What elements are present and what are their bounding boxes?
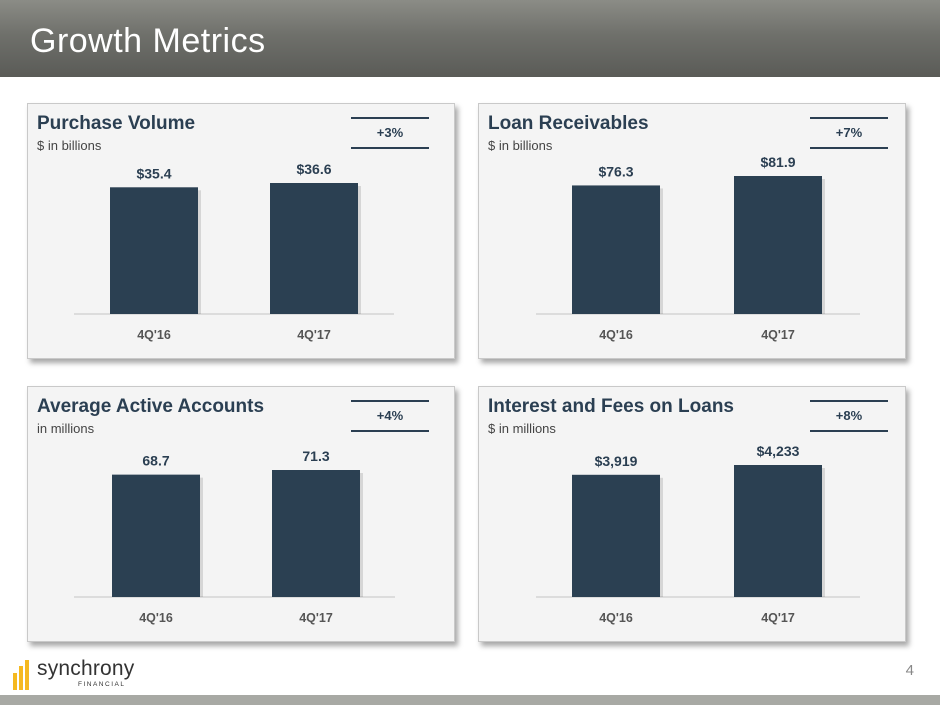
bar-chart: 68.7 4Q'16 71.3 4Q'17 [74, 448, 395, 625]
chart-panel-loan-receivables: Loan Receivables $ in billions +7% $76.3… [478, 103, 906, 359]
synchrony-logo-icon [13, 660, 29, 690]
category-label: 4Q'17 [761, 328, 795, 342]
chart-title: Loan Receivables [488, 113, 649, 134]
chart-panel-purchase-volume: Purchase Volume $ in billions +3% $35.4 4… [27, 103, 455, 359]
data-label: 68.7 [142, 453, 169, 469]
data-label: $36.6 [296, 161, 331, 177]
category-label: 4Q'17 [761, 611, 795, 625]
bar-0 [572, 185, 660, 314]
category-label: 4Q'16 [599, 611, 633, 625]
page-number: 4 [905, 662, 914, 679]
bar-chart: $35.4 4Q'16 $36.6 4Q'17 [74, 161, 394, 342]
logo-subtext: FINANCIAL [78, 681, 126, 688]
data-label: $76.3 [598, 163, 633, 179]
bar-chart: $3,919 4Q'16 $4,233 4Q'17 [536, 443, 860, 625]
category-label: 4Q'16 [139, 611, 173, 625]
bar-1 [270, 183, 358, 314]
page-title: Growth Metrics [30, 22, 266, 60]
chart-title: Interest and Fees on Loans [488, 396, 734, 417]
bar-1 [734, 465, 822, 597]
growth-badge: +4% [351, 400, 429, 432]
growth-badge: +3% [351, 117, 429, 149]
category-label: 4Q'16 [599, 328, 633, 342]
category-label: 4Q'17 [297, 328, 331, 342]
chart-title: Purchase Volume [37, 113, 196, 134]
chart-title: Average Active Accounts [37, 396, 265, 417]
title-bar: Growth Metrics [0, 0, 940, 77]
bar-0 [572, 474, 660, 597]
bar-chart: $76.3 4Q'16 $81.9 4Q'17 [536, 154, 860, 342]
logo-wordmark: synchrony [37, 657, 135, 680]
chart-subtitle: $ in billions [37, 138, 102, 153]
data-label: $4,233 [757, 443, 800, 459]
category-label: 4Q'16 [137, 328, 171, 342]
data-label: $3,919 [595, 453, 638, 469]
bar-0 [112, 474, 200, 597]
chart-panel-average-active-accounts: Average Active Accounts in millions +4% … [27, 386, 455, 642]
footer-bar [0, 695, 940, 705]
data-label: $81.9 [760, 154, 795, 170]
chart-subtitle: $ in billions [488, 138, 553, 153]
bar-0 [110, 187, 198, 314]
data-label: 71.3 [302, 448, 329, 464]
synchrony-logo: synchrony FINANCIAL [12, 657, 134, 695]
chart-panel-interest-and-fees: Interest and Fees on Loans $ in millions… [478, 386, 906, 642]
growth-badge: +7% [810, 117, 888, 149]
bar-1 [734, 176, 822, 314]
chart-subtitle: in millions [37, 421, 95, 436]
growth-badge: +8% [810, 400, 888, 432]
bar-1 [272, 470, 360, 597]
category-label: 4Q'17 [299, 611, 333, 625]
data-label: $35.4 [136, 165, 171, 181]
chart-subtitle: $ in millions [488, 421, 556, 436]
